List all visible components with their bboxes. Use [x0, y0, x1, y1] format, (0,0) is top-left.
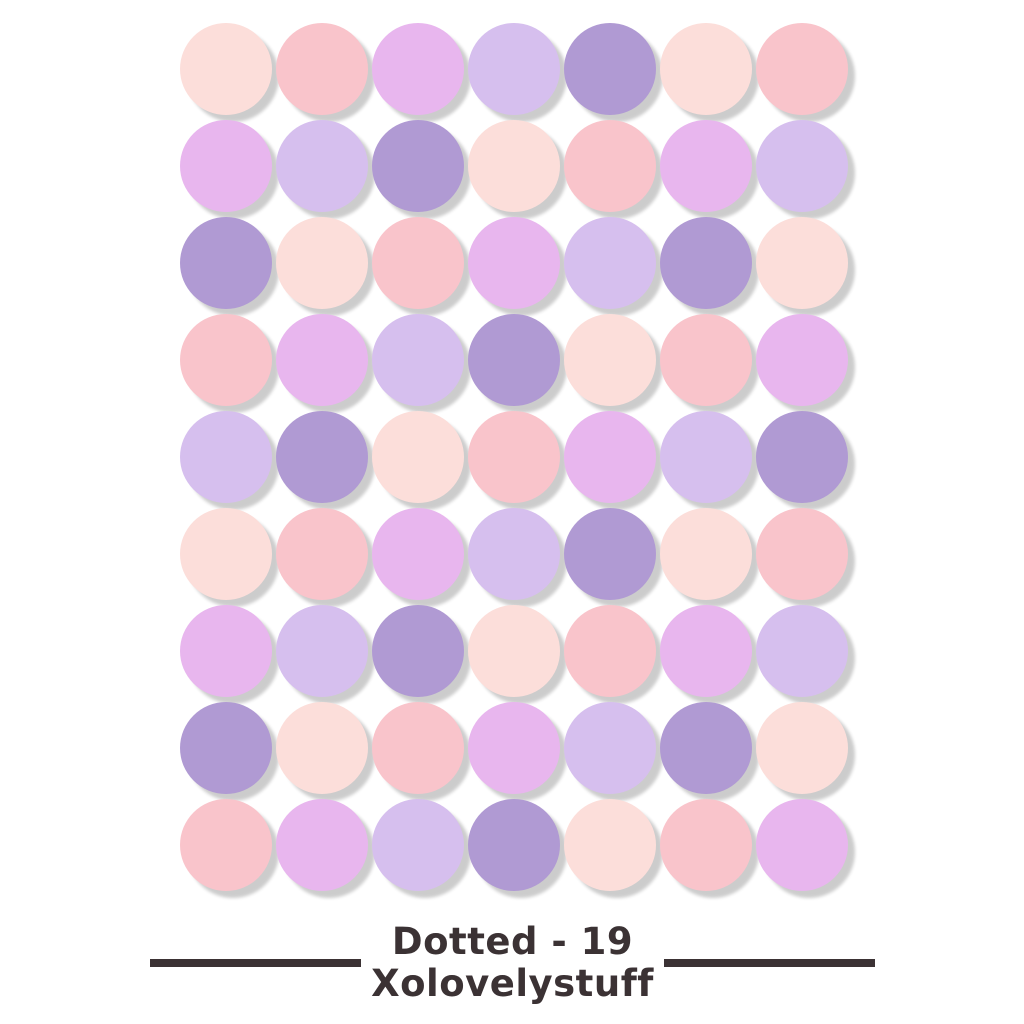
dot-blush	[660, 23, 752, 115]
dot-purple	[756, 411, 848, 503]
dot-blush	[180, 508, 272, 600]
dot-purple	[180, 217, 272, 309]
dot-lilac	[180, 605, 272, 697]
brand-name: Xolovelystuff	[371, 962, 654, 1005]
dot-pink	[372, 702, 464, 794]
dot-pink	[180, 314, 272, 406]
dot-pink	[372, 217, 464, 309]
dot-purple	[372, 120, 464, 212]
divider-rule-left	[150, 959, 362, 967]
dot-purple	[180, 702, 272, 794]
dot-lavender	[756, 120, 848, 212]
dot-lilac	[372, 508, 464, 600]
dot-blush	[756, 217, 848, 309]
dot-purple	[276, 411, 368, 503]
dot-pink	[564, 605, 656, 697]
dot-lilac	[660, 120, 752, 212]
dot-pink	[756, 508, 848, 600]
divider-rule-right	[663, 959, 875, 967]
dot-lavender	[276, 605, 368, 697]
dot-lavender	[468, 508, 560, 600]
dot-pink	[660, 314, 752, 406]
dot-pink	[180, 799, 272, 891]
dot-blush	[276, 217, 368, 309]
dot-lavender	[372, 314, 464, 406]
dot-lavender	[372, 799, 464, 891]
dot-purple	[660, 217, 752, 309]
dot-blush	[468, 605, 560, 697]
product-title: Dotted - 19	[391, 920, 634, 963]
footer: Dotted - 19 Xolovelystuff	[0, 921, 1024, 1005]
dot-grid	[180, 23, 848, 891]
dot-lilac	[756, 314, 848, 406]
dot-lilac	[276, 314, 368, 406]
dot-lavender	[276, 120, 368, 212]
dot-lavender	[564, 702, 656, 794]
dot-pink	[660, 799, 752, 891]
dot-purple	[564, 23, 656, 115]
dot-lilac	[468, 702, 560, 794]
dot-blush	[660, 508, 752, 600]
dot-lavender	[180, 411, 272, 503]
dot-blush	[468, 120, 560, 212]
dot-lavender	[564, 217, 656, 309]
dot-pink	[564, 120, 656, 212]
dot-lilac	[180, 120, 272, 212]
dot-blush	[756, 702, 848, 794]
dot-lilac	[372, 23, 464, 115]
dot-purple	[468, 799, 560, 891]
dot-purple	[468, 314, 560, 406]
dot-lilac	[756, 799, 848, 891]
dot-purple	[660, 702, 752, 794]
dot-pink	[468, 411, 560, 503]
dot-blush	[180, 23, 272, 115]
dot-lavender	[756, 605, 848, 697]
dot-lilac	[468, 217, 560, 309]
dot-pink	[756, 23, 848, 115]
dot-purple	[564, 508, 656, 600]
dot-pink	[276, 23, 368, 115]
dot-pink	[276, 508, 368, 600]
dot-blush	[564, 799, 656, 891]
footer-text: Dotted - 19 Xolovelystuff	[361, 921, 664, 1005]
dot-lavender	[660, 411, 752, 503]
dot-lilac	[276, 799, 368, 891]
dot-lilac	[660, 605, 752, 697]
dot-purple	[372, 605, 464, 697]
dot-blush	[276, 702, 368, 794]
dot-blush	[564, 314, 656, 406]
dot-lilac	[564, 411, 656, 503]
dot-lavender	[468, 23, 560, 115]
dot-blush	[372, 411, 464, 503]
